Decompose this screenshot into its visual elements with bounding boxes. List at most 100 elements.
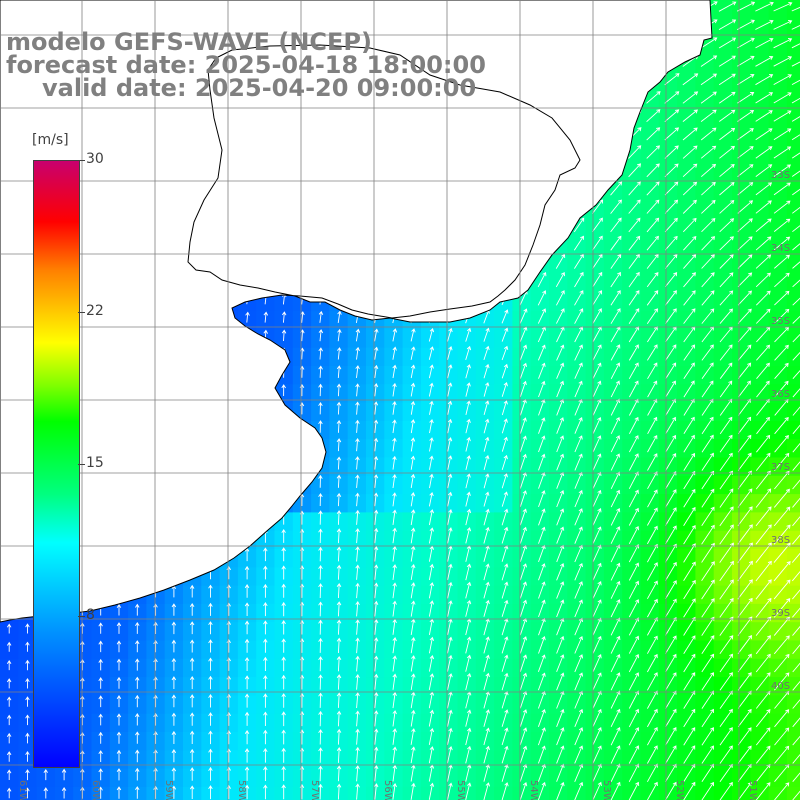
wind-arrow — [392, 710, 397, 727]
wind-arrow — [373, 419, 379, 434]
wind-arrow — [153, 639, 158, 653]
wind-arrow — [755, 616, 772, 636]
wind-arrow — [6, 696, 12, 707]
wind-arrow — [592, 380, 602, 398]
wind-arrow — [465, 436, 471, 452]
wind-arrow — [791, 152, 800, 159]
wind-arrow — [701, 380, 714, 398]
wind-arrow — [556, 781, 565, 800]
wind-arrow — [336, 456, 342, 470]
wind-arrow — [428, 782, 435, 800]
wind-arrow — [755, 524, 772, 545]
wind-arrow — [429, 400, 434, 415]
wind-arrow — [208, 785, 213, 800]
wind-arrow — [774, 434, 789, 453]
wind-arrow — [263, 638, 268, 653]
wind-arrow — [410, 455, 416, 470]
wind-arrow — [153, 621, 158, 634]
wind-arrow — [263, 729, 268, 745]
wind-arrow — [683, 616, 696, 636]
wind-arrow — [737, 616, 753, 636]
wind-arrow — [336, 510, 342, 525]
wind-arrow — [574, 344, 583, 361]
wind-arrow — [519, 581, 528, 599]
wind-arrow — [281, 784, 286, 800]
wind-arrow — [755, 272, 771, 288]
wind-arrow — [447, 418, 453, 434]
wind-arrow — [665, 434, 677, 453]
wind-arrow — [592, 398, 602, 416]
wind-arrow — [428, 618, 435, 635]
wind-arrow — [592, 435, 602, 453]
wind-arrow — [465, 727, 472, 746]
wind-arrow — [355, 710, 360, 727]
wind-arrow — [336, 564, 342, 580]
wind-arrow — [774, 272, 790, 288]
wind-arrow — [755, 470, 771, 490]
wind-arrow — [737, 434, 752, 453]
latitude-label: 39S — [771, 608, 790, 619]
wind-arrow — [336, 419, 342, 433]
wind-arrow — [483, 454, 490, 471]
wind-arrow — [501, 563, 509, 581]
wind-arrow — [755, 653, 771, 673]
wind-arrow — [447, 364, 453, 379]
wind-arrow — [683, 235, 697, 251]
wind-arrow — [6, 769, 12, 780]
wind-arrow — [682, 181, 698, 196]
wind-arrow — [281, 528, 286, 543]
wind-arrow — [574, 290, 584, 306]
wind-speed-cell — [640, 786, 660, 800]
wind-arrow — [189, 730, 195, 744]
wind-arrow — [737, 128, 754, 141]
wind-arrow — [719, 109, 736, 122]
wind-arrow — [683, 272, 696, 288]
wind-arrow — [755, 236, 772, 251]
wind-arrow — [755, 782, 771, 800]
wind-arrow — [318, 729, 323, 745]
wind-arrow — [226, 784, 231, 800]
longitude-label: 57W — [309, 780, 320, 800]
wind-speed-cell — [658, 786, 678, 800]
wind-arrow — [610, 181, 623, 196]
wind-arrow — [773, 560, 791, 582]
wind-arrow — [719, 434, 733, 453]
wind-arrow — [373, 746, 379, 764]
wind-arrow — [483, 581, 490, 599]
wind-arrow — [428, 636, 435, 654]
wind-arrow — [318, 583, 323, 599]
wind-arrow — [171, 785, 177, 799]
wind-arrow — [664, 253, 678, 269]
valid-date: valid date: 2025-04-20 09:00:00 — [42, 74, 477, 102]
wind-arrow — [701, 470, 715, 490]
wind-arrow — [755, 597, 772, 618]
wind-arrow — [447, 400, 453, 415]
wind-arrow — [773, 56, 793, 67]
latitude-label: 34S — [771, 243, 790, 254]
longitude-label: 60W — [90, 780, 101, 800]
wind-arrow — [538, 417, 546, 434]
wind-arrow — [501, 491, 509, 507]
wind-arrow — [336, 783, 342, 800]
wind-arrow — [683, 290, 696, 306]
wind-arrow — [135, 786, 140, 799]
wind-arrow — [318, 329, 324, 342]
wind-arrow — [756, 434, 771, 453]
wind-arrow — [574, 745, 584, 764]
wind-arrow — [556, 581, 565, 599]
wind-arrow — [483, 599, 490, 617]
wind-arrow — [465, 491, 471, 507]
wind-arrow — [281, 384, 286, 397]
wind-arrow — [25, 659, 30, 671]
wind-arrow — [373, 728, 379, 745]
wind-arrow — [501, 745, 509, 764]
wind-arrow — [135, 767, 140, 781]
wind-arrow — [683, 488, 696, 508]
wind-arrow — [465, 364, 471, 379]
graticule-labels: 61W 60W 59W 58W 57W 56W 55W 54W 53W 52W 51W 33S 34S 3… — [17, 170, 790, 800]
wind-arrow — [226, 711, 231, 726]
wind-arrow — [719, 470, 733, 490]
wind-arrow — [574, 581, 583, 599]
wind-arrow — [519, 490, 527, 508]
wind-arrow — [410, 545, 416, 562]
